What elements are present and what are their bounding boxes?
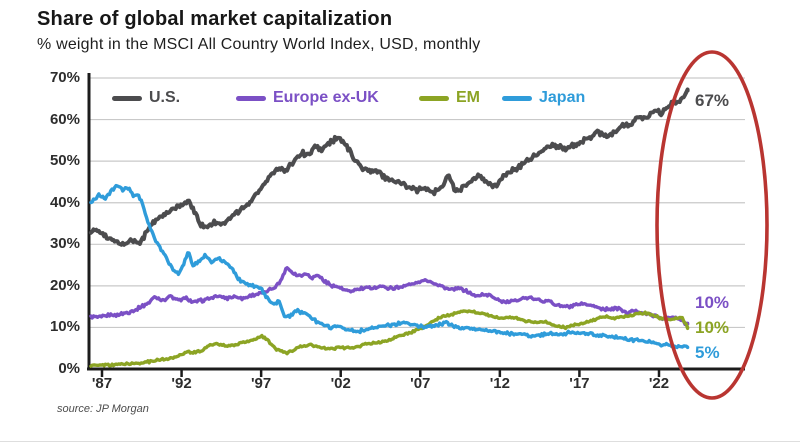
series-line-u-s <box>88 87 690 247</box>
highlight-ellipse <box>655 50 769 400</box>
legend-item-japan: Japan <box>502 88 585 108</box>
y-tick-label: 70% <box>49 69 80 86</box>
y-tick-label: 50% <box>49 152 80 170</box>
x-tick-label: '97 <box>250 375 272 392</box>
y-tick-label: 40% <box>49 193 80 211</box>
page-title: Share of global market capitalization <box>37 8 393 30</box>
chart-subtitle: % weight in the MSCI All Country World I… <box>37 36 481 53</box>
x-tick-label: '22 <box>648 375 670 392</box>
x-tick-label: '12 <box>489 375 510 392</box>
x-tick-label: '17 <box>569 375 590 392</box>
series-line-em <box>89 309 690 368</box>
series-line-japan <box>89 183 690 350</box>
legend-label: EM <box>456 89 480 106</box>
end-value-label-japan: 5% <box>695 343 720 362</box>
y-tick-label: 0% <box>58 360 80 377</box>
legend-swatch <box>112 95 142 101</box>
y-tick-label: 20% <box>49 276 80 294</box>
end-value-label-europe-ex-uk: 10% <box>695 293 730 312</box>
end-value-label-u-s: 67% <box>695 91 730 110</box>
y-tick-label: 10% <box>49 318 80 336</box>
x-tick-label: '07 <box>410 375 431 392</box>
series-line-europe-ex-uk <box>89 266 690 326</box>
legend-item-europe-ex-uk: Europe ex-UK <box>236 88 379 108</box>
y-tick-label: 60% <box>49 110 80 128</box>
end-value-label-em: 10% <box>695 318 730 337</box>
legend-label: Europe ex-UK <box>273 89 379 106</box>
y-tick-label: 30% <box>49 235 80 253</box>
legend-swatch <box>236 95 266 101</box>
x-tick-label: '92 <box>171 375 192 392</box>
x-tick-label: '87 <box>91 375 113 392</box>
legend-item-em: EM <box>419 88 480 108</box>
legend-label: U.S. <box>149 89 181 106</box>
x-tick-label: '02 <box>330 375 351 392</box>
legend-swatch <box>502 95 532 101</box>
source-note: source: JP Morgan <box>57 403 149 415</box>
legend-swatch <box>419 95 449 101</box>
legend-label: Japan <box>539 89 586 106</box>
legend-item-u-s: U.S. <box>112 88 180 108</box>
